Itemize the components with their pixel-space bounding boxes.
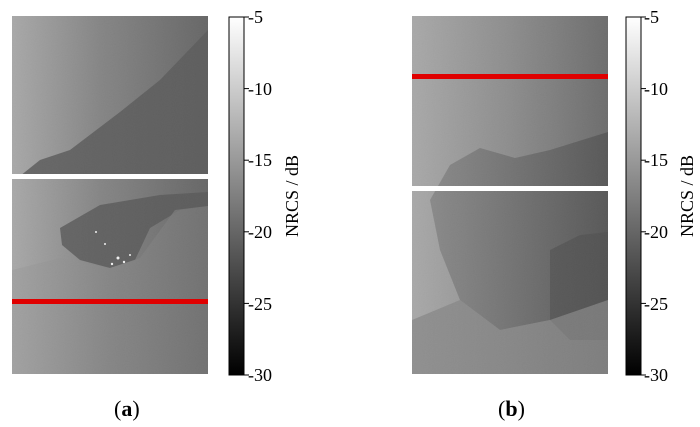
panel-b: -5 -10 -15 -20 -25 -30 NRCS / dB (b) (350, 0, 700, 427)
sar-image-b (412, 16, 608, 374)
colorbar-tick-b-2: -15 (644, 150, 668, 170)
colorbar-tick-a-2: -15 (248, 150, 272, 170)
colorbar-tick-a-1: -10 (248, 79, 272, 99)
white-transect-a (12, 174, 208, 179)
red-transect-a (12, 299, 208, 304)
colorbar-tick-a-3: -20 (248, 222, 272, 242)
panel-a-figure: -5 -10 -15 -20 -25 -30 NRCS / dB (12, 7, 302, 385)
colorbar-label-a: NRCS / dB (282, 155, 302, 237)
colorbar-tick-b-5: -30 (644, 365, 668, 385)
caption-a: (a) (114, 396, 140, 421)
caption-b: (b) (498, 396, 525, 421)
colorbar-tick-b-1: -10 (644, 79, 668, 99)
panel-b-figure: -5 -10 -15 -20 -25 -30 NRCS / dB (412, 7, 697, 385)
colorbar-label-b: NRCS / dB (677, 155, 697, 237)
colorbar-tick-a-0: -5 (248, 7, 263, 27)
colorbar-tick-a-5: -30 (248, 365, 272, 385)
colorbar-b: -5 -10 -15 -20 -25 -30 NRCS / dB (625, 7, 697, 385)
sar-image-a (12, 16, 208, 374)
colorbar-a: -5 -10 -15 -20 -25 -30 NRCS / dB (228, 7, 302, 385)
red-transect-b (412, 74, 608, 79)
colorbar-tick-a-4: -25 (248, 294, 272, 314)
colorbar-tick-b-3: -20 (644, 222, 668, 242)
panel-a: -5 -10 -15 -20 -25 -30 NRCS / dB (a) (12, 7, 302, 421)
colorbar-tick-b-4: -25 (644, 294, 668, 314)
colorbar-tick-b-0: -5 (644, 7, 659, 27)
white-transect-b (412, 186, 608, 191)
